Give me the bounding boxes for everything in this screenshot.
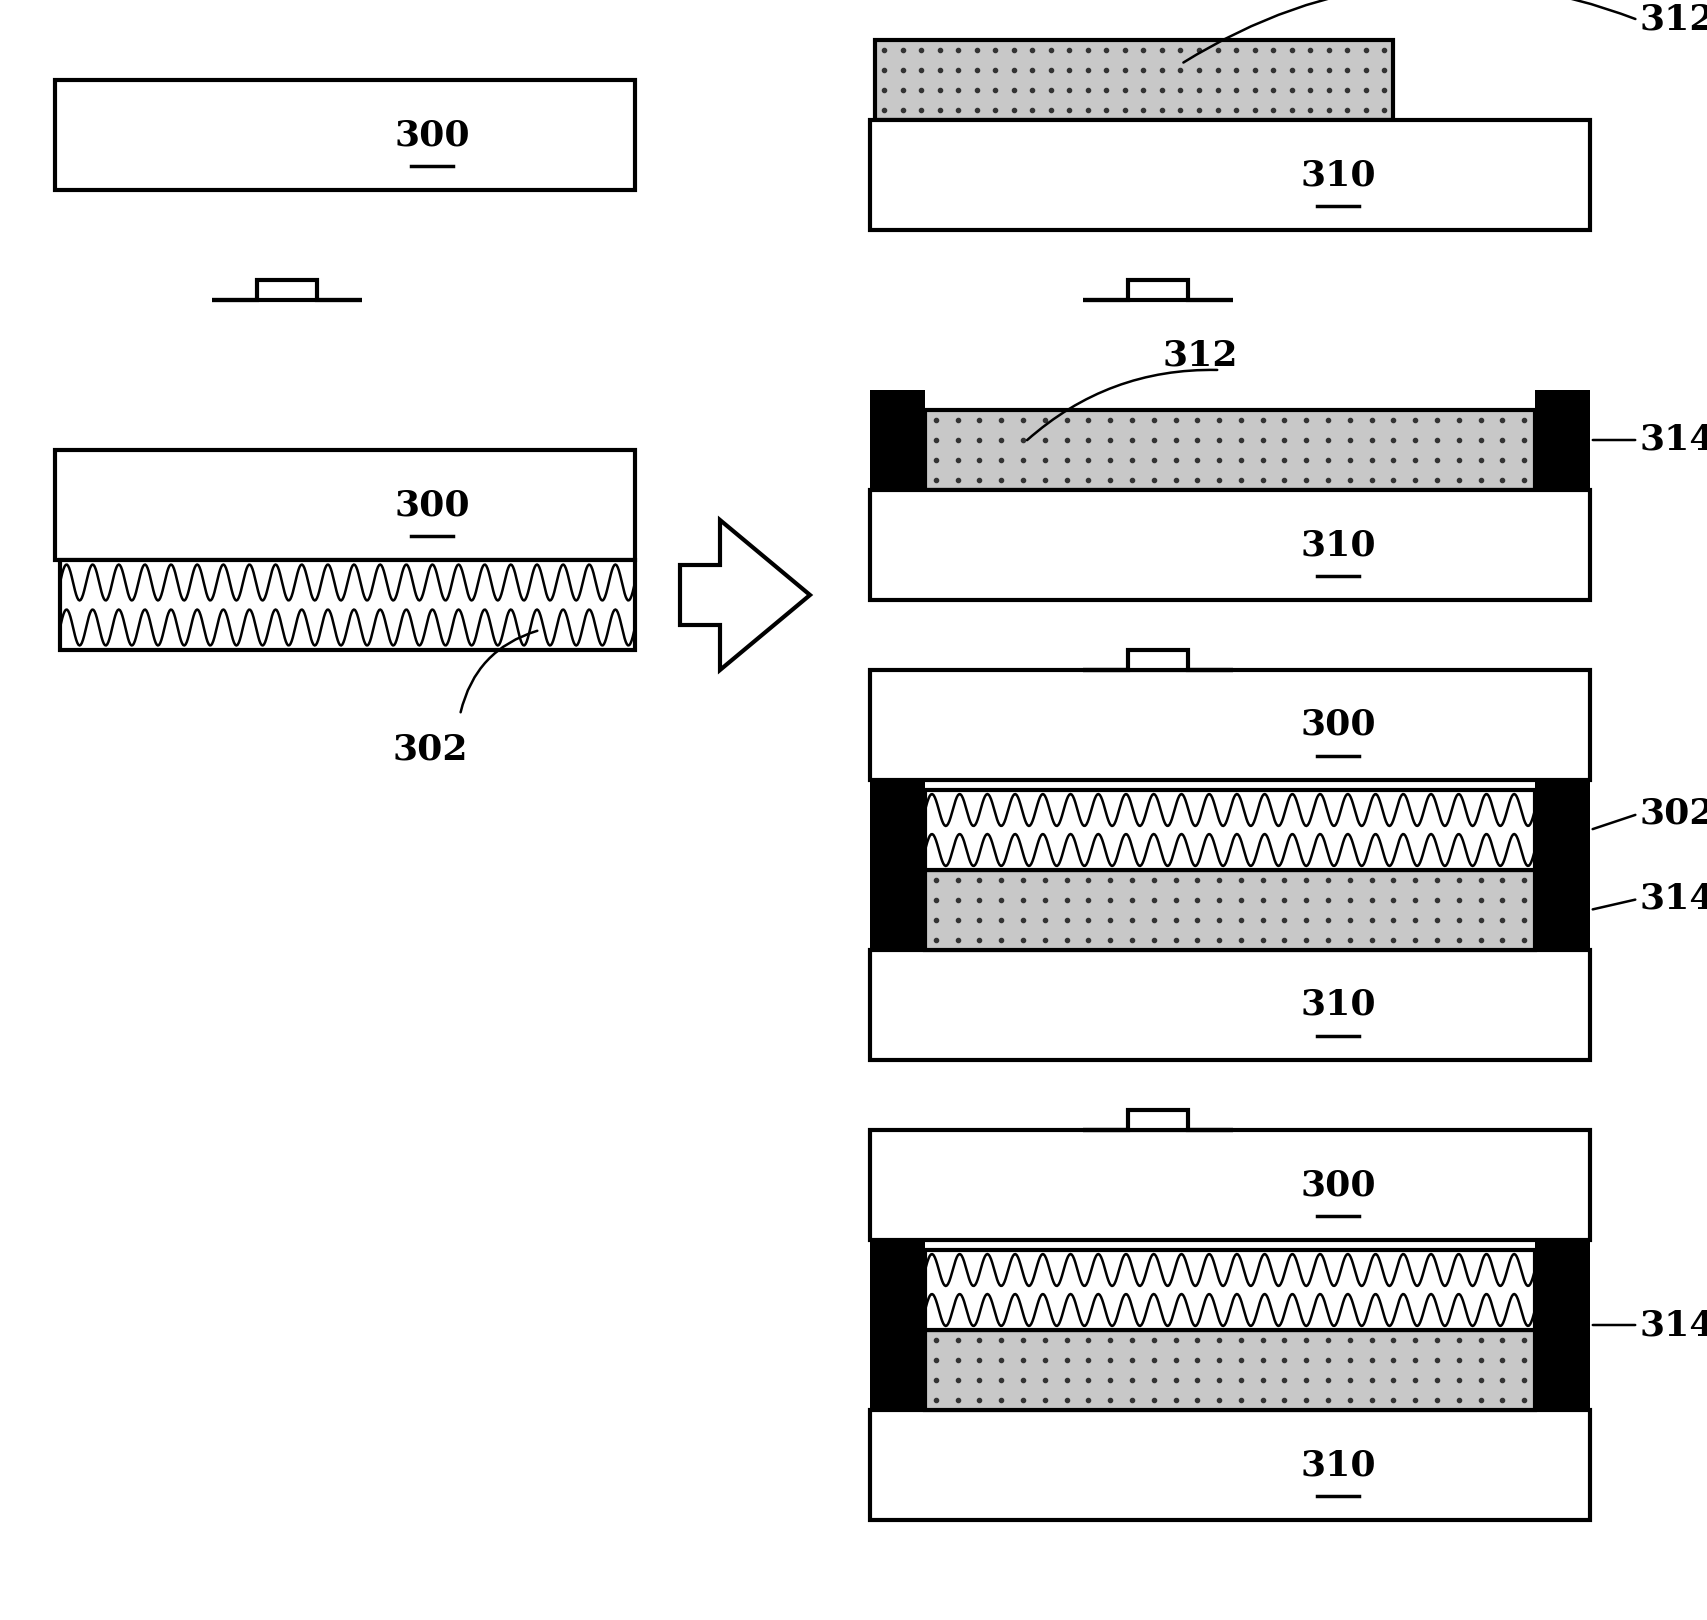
Bar — [1535, 1239, 1589, 1409]
Bar — [869, 1239, 925, 1409]
Bar — [869, 779, 925, 949]
Text: 310: 310 — [1299, 159, 1376, 193]
Polygon shape — [1082, 650, 1232, 671]
Bar — [869, 949, 1589, 1059]
Text: 312: 312 — [1639, 3, 1707, 37]
Text: 302: 302 — [1639, 797, 1707, 831]
Text: 314: 314 — [1639, 1307, 1707, 1341]
Text: 314: 314 — [1639, 423, 1707, 457]
Polygon shape — [679, 520, 809, 671]
Bar — [925, 791, 1535, 870]
Polygon shape — [1082, 280, 1232, 300]
Bar — [869, 489, 1589, 599]
Polygon shape — [212, 280, 362, 300]
Bar — [925, 1330, 1535, 1409]
Text: 302: 302 — [393, 732, 468, 766]
Bar — [60, 561, 635, 650]
Text: 312: 312 — [1161, 339, 1238, 373]
Text: 300: 300 — [394, 488, 469, 522]
Bar — [869, 1409, 1589, 1520]
Bar — [925, 410, 1535, 489]
Text: 310: 310 — [1299, 1448, 1376, 1482]
Text: 300: 300 — [394, 118, 469, 152]
Bar — [925, 1251, 1535, 1330]
Bar — [55, 79, 635, 190]
Text: 310: 310 — [1299, 988, 1376, 1022]
Bar — [55, 450, 635, 561]
Text: 310: 310 — [1299, 528, 1376, 562]
Text: 300: 300 — [1299, 708, 1376, 742]
Bar — [1535, 390, 1589, 489]
Text: 314: 314 — [1639, 881, 1707, 915]
Bar — [925, 870, 1535, 949]
Bar — [869, 390, 925, 489]
Bar — [869, 1131, 1589, 1239]
Bar — [869, 120, 1589, 230]
Bar — [869, 671, 1589, 779]
Polygon shape — [1082, 1110, 1232, 1131]
Text: 300: 300 — [1299, 1168, 1376, 1202]
Bar — [1535, 779, 1589, 949]
Bar — [874, 40, 1393, 120]
